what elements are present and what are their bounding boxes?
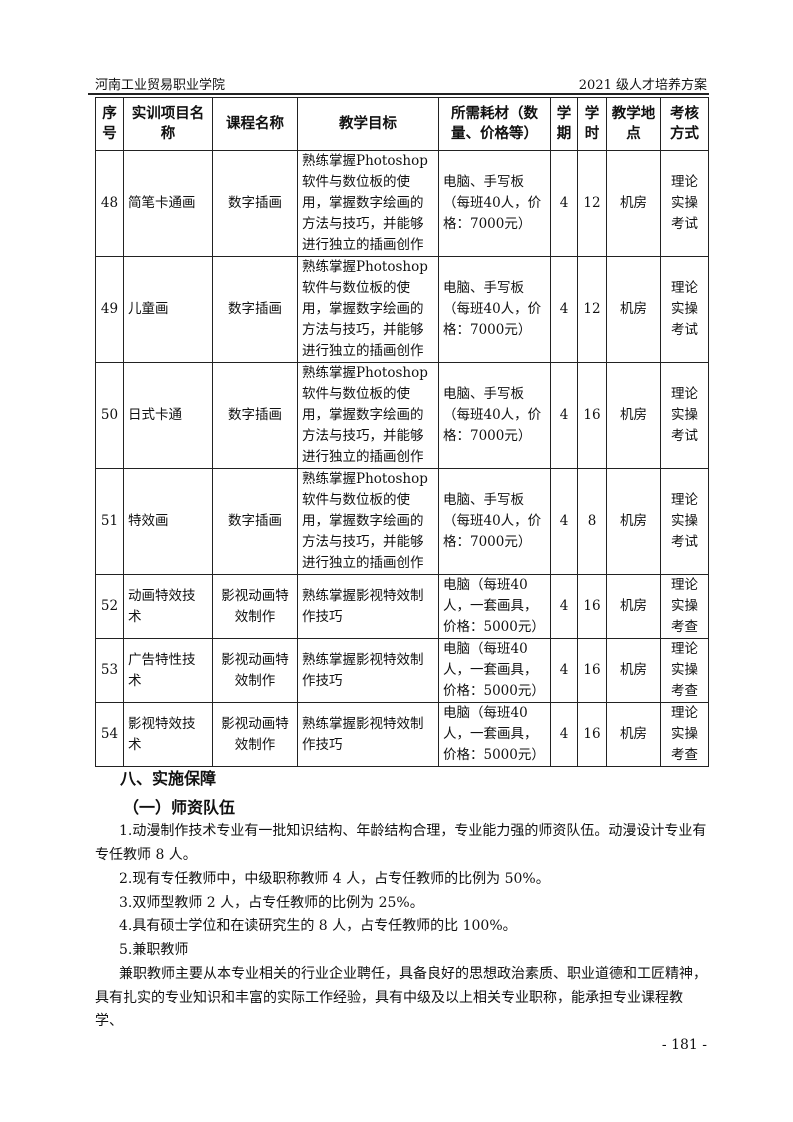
cell-project: 广告特性技术	[123, 638, 213, 703]
cell-goal: 熟练掌握影视特效制作技巧	[297, 638, 439, 703]
paragraph-4: 4.具有硕士学位和在读研究生的 8 人，占专任教师的比 100%。	[119, 918, 517, 934]
cell-term: 4	[550, 702, 578, 767]
cell-goal: 熟练掌握Photoshop软件与数位板的使用，掌握数字绘画的方法与技巧，并能够进…	[297, 256, 439, 363]
cell-materials: 电脑、手写板（每班40人，价格：7000元）	[438, 468, 551, 575]
cell-project: 特效画	[123, 468, 213, 575]
cell-term: 4	[550, 150, 578, 257]
cell-course: 影视动画特效制作	[212, 574, 298, 639]
cell-materials: 电脑、手写板（每班40人，价格：7000元）	[438, 150, 551, 257]
cell-hours: 12	[577, 256, 607, 363]
cell-term: 4	[550, 256, 578, 363]
header-col-goal: 教学目标	[297, 97, 439, 151]
cell-hours: 16	[577, 702, 607, 767]
cell-index: 54	[95, 702, 124, 767]
table-row: 54 影视特效技术 影视动画特效制作 熟练掌握影视特效制作技巧 电脑（每班40人，一套画…	[95, 702, 709, 767]
header-col-project: 实训项目名称	[123, 97, 213, 151]
page-number: - 181 -	[661, 1037, 707, 1053]
cell-project: 儿童画	[123, 256, 213, 363]
table-header-row: 序号 实训项目名称 课程名称 教学目标 所需耗材（数量、价格等） 学期 学时 教学地点 考核方式	[95, 97, 709, 151]
cell-goal: 熟练掌握Photoshop软件与数位板的使用，掌握数字绘画的方法与技巧，并能够进…	[297, 362, 439, 469]
cell-course: 数字插画	[212, 150, 298, 257]
cell-project: 影视特效技术	[123, 702, 213, 767]
cell-materials: 电脑、手写板（每班40人，价格：7000元）	[438, 362, 551, 469]
header-doc-title: 2021 级人才培养方案	[578, 78, 707, 93]
header-col-term: 学期	[550, 97, 578, 151]
cell-location: 机房	[606, 256, 661, 363]
header-col-hours: 学时	[577, 97, 607, 151]
table-row: 52 动画特效技术 影视动画特效制作 熟练掌握影视特效制作技巧 电脑（每班40人，一套画…	[95, 574, 709, 639]
cell-goal: 熟练掌握影视特效制作技巧	[297, 702, 439, 767]
header-divider	[88, 93, 709, 95]
header-col-assessment: 考核方式	[660, 97, 709, 151]
section-title: 八、实施保障	[120, 769, 217, 788]
cell-course: 影视动画特效制作	[212, 702, 298, 767]
paragraph-3: 3.双师型教师 2 人，占专任教师的比例为 25%。	[119, 895, 424, 911]
cell-term: 4	[550, 468, 578, 575]
cell-term: 4	[550, 574, 578, 639]
cell-materials: 电脑（每班40人，一套画具，价格：5000元）	[438, 574, 551, 639]
cell-course: 数字插画	[212, 468, 298, 575]
cell-goal: 熟练掌握影视特效制作技巧	[297, 574, 439, 639]
cell-location: 机房	[606, 362, 661, 469]
training-table: 序号 实训项目名称 课程名称 教学目标 所需耗材（数量、价格等） 学期 学时 教学地点 考核方式…	[95, 97, 709, 767]
table-row: 51 特效画 数字插画 熟练掌握Photoshop软件与数位板的使用，掌握数字绘画的方…	[95, 468, 709, 575]
cell-location: 机房	[606, 150, 661, 257]
cell-assessment: 理论实操考查	[660, 638, 709, 703]
table-row: 50 日式卡通 数字插画 熟练掌握Photoshop软件与数位板的使用，掌握数字绘画的…	[95, 362, 709, 469]
cell-hours: 8	[577, 468, 607, 575]
cell-goal: 熟练掌握Photoshop软件与数位板的使用，掌握数字绘画的方法与技巧，并能够进…	[297, 150, 439, 257]
cell-index: 52	[95, 574, 124, 639]
cell-materials: 电脑、手写板（每班40人，价格：7000元）	[438, 256, 551, 363]
table-row: 48 简笔卡通画 数字插画 熟练掌握Photoshop软件与数位板的使用，掌握数字绘画…	[95, 150, 709, 257]
cell-hours: 12	[577, 150, 607, 257]
header-institution: 河南工业贸易职业学院	[95, 78, 226, 93]
cell-hours: 16	[577, 638, 607, 703]
cell-assessment: 理论实操考查	[660, 702, 709, 767]
cell-course: 数字插画	[212, 362, 298, 469]
paragraph-5: 5.兼职教师	[119, 942, 189, 958]
cell-location: 机房	[606, 468, 661, 575]
cell-project: 简笔卡通画	[123, 150, 213, 257]
cell-assessment: 理论实操考试	[660, 256, 709, 363]
paragraph-1: 1.动漫制作技术专业有一批知识结构、年龄结构合理，专业能力强的师资队伍。动漫设计…	[95, 823, 707, 863]
cell-assessment: 理论实操考试	[660, 468, 709, 575]
cell-materials: 电脑（每班40人，一套画具，价格：5000元）	[438, 638, 551, 703]
header-col-course: 课程名称	[212, 97, 298, 151]
cell-project: 动画特效技术	[123, 574, 213, 639]
cell-assessment: 理论实操考查	[660, 574, 709, 639]
header-col-location: 教学地点	[606, 97, 661, 151]
header-col-materials: 所需耗材（数量、价格等）	[438, 97, 551, 151]
cell-index: 51	[95, 468, 124, 575]
cell-materials: 电脑（每班40人，一套画具，价格：5000元）	[438, 702, 551, 767]
cell-course: 数字插画	[212, 256, 298, 363]
cell-hours: 16	[577, 574, 607, 639]
cell-index: 48	[95, 150, 124, 257]
cell-term: 4	[550, 638, 578, 703]
table-row: 49 儿童画 数字插画 熟练掌握Photoshop软件与数位板的使用，掌握数字绘画的方…	[95, 256, 709, 363]
subsection-title: （一）师资队伍	[123, 798, 236, 817]
cell-index: 49	[95, 256, 124, 363]
cell-location: 机房	[606, 574, 661, 639]
cell-assessment: 理论实操考试	[660, 362, 709, 469]
cell-course: 影视动画特效制作	[212, 638, 298, 703]
table-row: 53 广告特性技术 影视动画特效制作 熟练掌握影视特效制作技巧 电脑（每班40人，一套画…	[95, 638, 709, 703]
cell-index: 50	[95, 362, 124, 469]
cell-goal: 熟练掌握Photoshop软件与数位板的使用，掌握数字绘画的方法与技巧，并能够进…	[297, 468, 439, 575]
cell-hours: 16	[577, 362, 607, 469]
cell-term: 4	[550, 362, 578, 469]
cell-index: 53	[95, 638, 124, 703]
paragraph-6: 兼职教师主要从本专业相关的行业企业聘任，具备良好的思想政治素质、职业道德和工匠精…	[95, 966, 707, 1029]
cell-location: 机房	[606, 702, 661, 767]
cell-location: 机房	[606, 638, 661, 703]
cell-assessment: 理论实操考试	[660, 150, 709, 257]
header-col-index: 序号	[95, 97, 124, 151]
paragraph-2: 2.现有专任教师中，中级职称教师 4 人，占专任教师的比例为 50%。	[119, 871, 550, 887]
cell-project: 日式卡通	[123, 362, 213, 469]
